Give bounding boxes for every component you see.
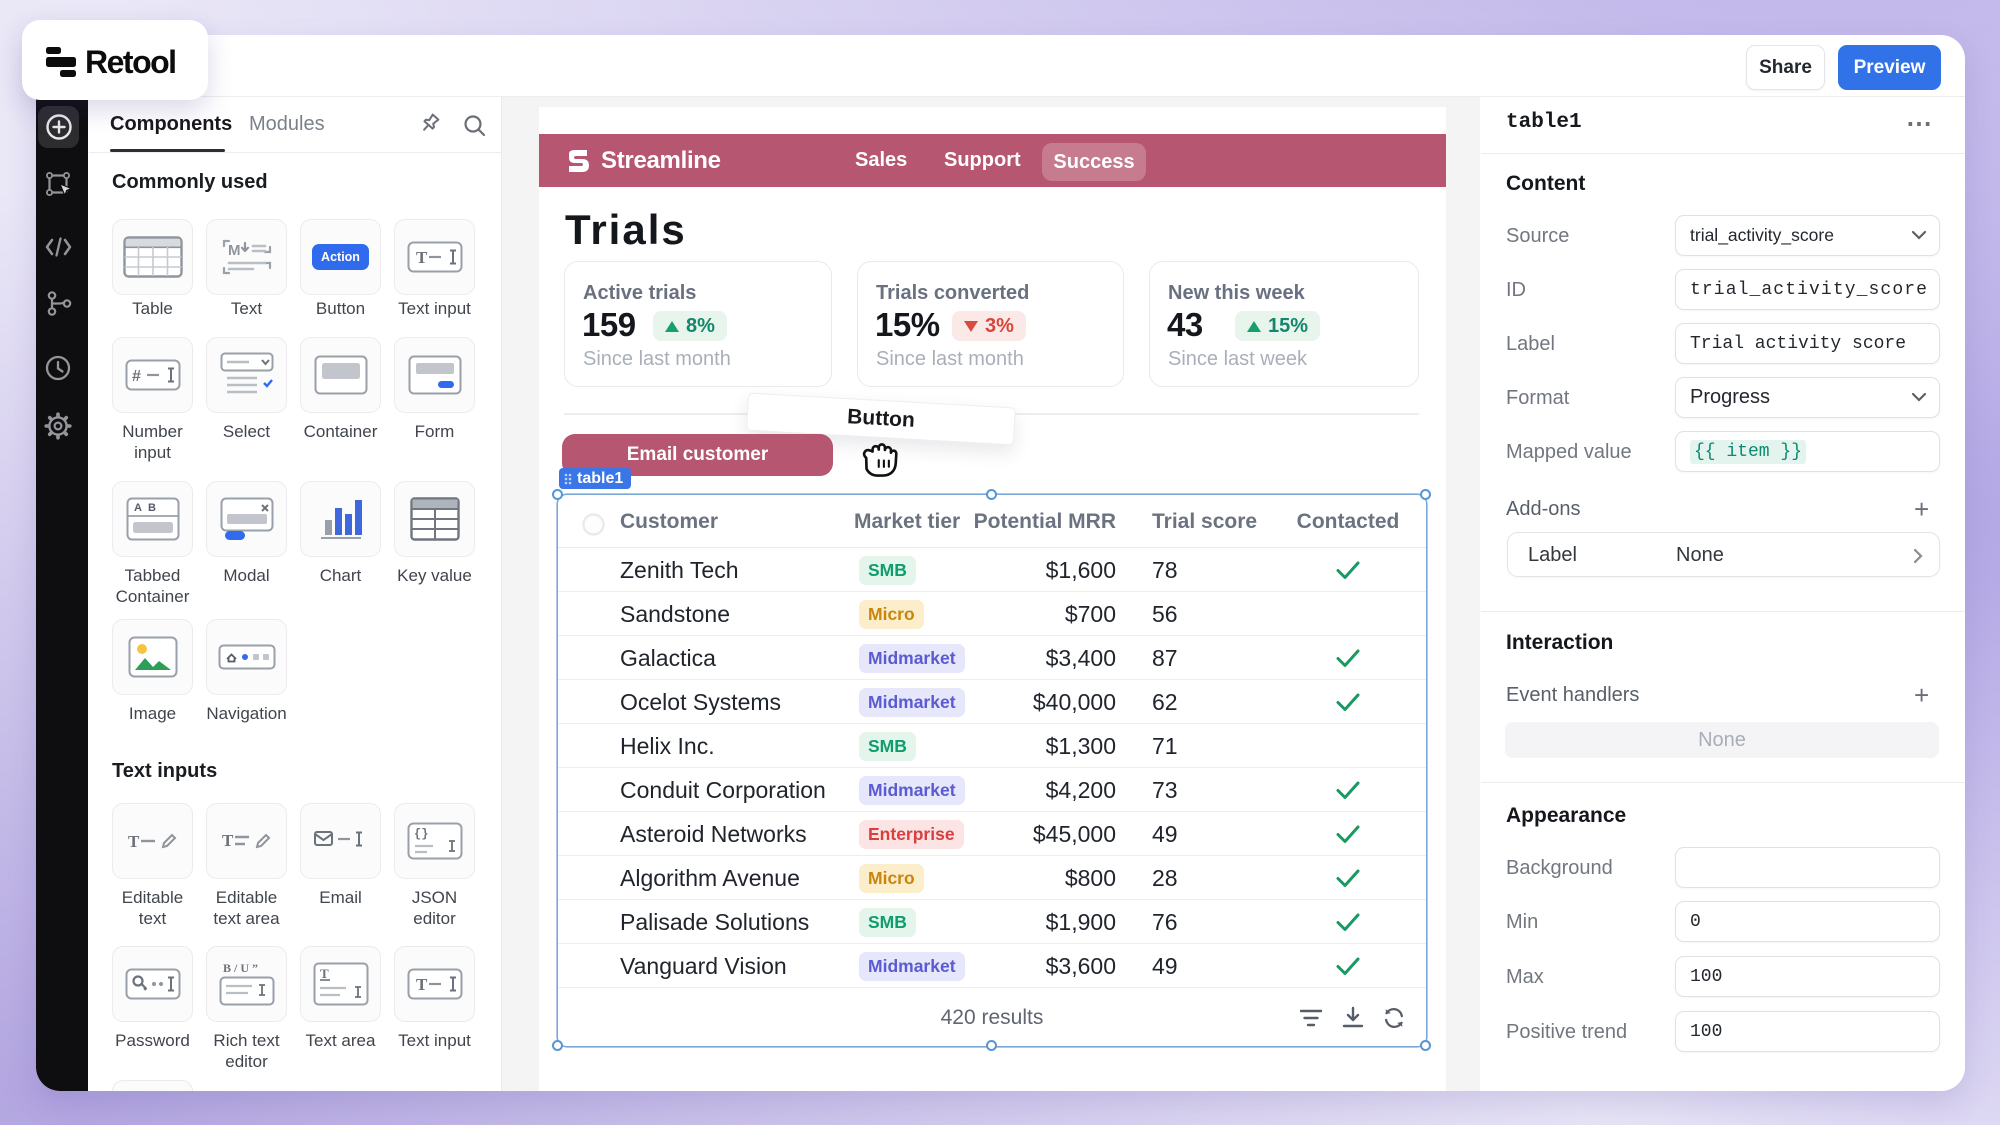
svg-text:B / U ”: B / U ” [223, 961, 258, 975]
svg-text:T: T [320, 966, 329, 981]
svg-text:T: T [416, 248, 428, 267]
svg-text:A B: A B [134, 502, 156, 514]
svg-text:{}: {} [414, 827, 428, 841]
svg-text:T: T [416, 975, 428, 994]
svg-text:#: # [132, 368, 141, 385]
svg-text:T: T [128, 832, 140, 851]
svg-text:T: T [222, 831, 234, 850]
svg-text:M: M [228, 242, 241, 259]
